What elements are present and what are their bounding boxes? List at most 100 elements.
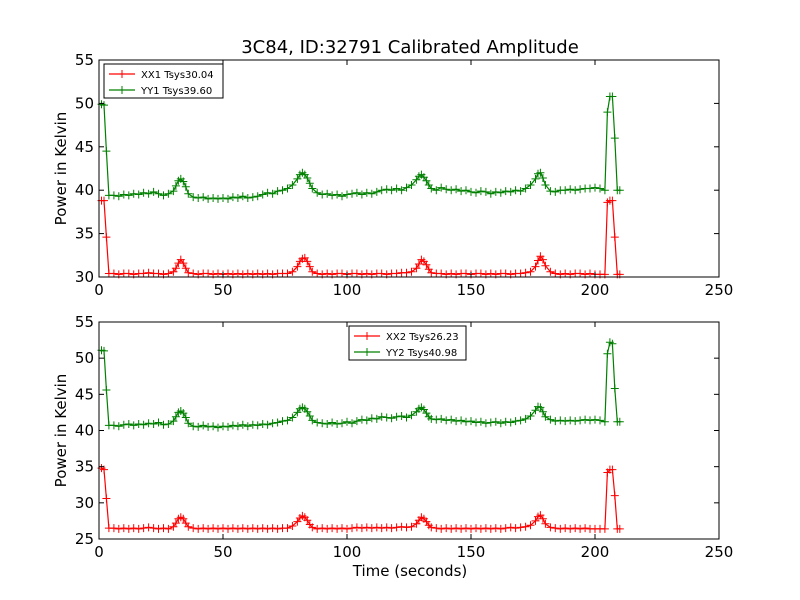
y-tick-label: 55 — [75, 51, 94, 69]
data-point — [124, 420, 133, 428]
data-point — [338, 419, 346, 428]
data-point — [109, 191, 118, 200]
data-point — [154, 418, 163, 427]
legend-entry: YY1 Tsys39.60 — [140, 86, 212, 97]
data-point — [278, 186, 287, 195]
data-point — [610, 384, 619, 393]
data-point — [377, 524, 386, 533]
data-point — [124, 524, 133, 533]
data-point — [144, 268, 153, 277]
data-point — [209, 194, 218, 202]
data-point — [243, 524, 252, 533]
data-point — [194, 422, 203, 431]
data-point — [243, 269, 252, 278]
data-point — [472, 418, 480, 427]
data-point — [521, 522, 530, 531]
data-point — [462, 417, 470, 426]
data-point — [615, 417, 624, 426]
data-point — [551, 417, 560, 426]
data-point — [293, 262, 302, 271]
data-point — [233, 194, 242, 202]
data-point — [129, 421, 138, 430]
data-point — [352, 188, 361, 197]
data-point — [109, 524, 118, 533]
data-point — [144, 523, 153, 532]
data-point — [181, 264, 190, 273]
data-point — [248, 193, 257, 202]
data-point — [149, 420, 158, 428]
data-point — [263, 420, 272, 429]
y-tick-label: 35 — [75, 225, 94, 243]
y-tick-label: 55 — [75, 313, 94, 331]
data-point — [536, 168, 545, 177]
data-point — [258, 524, 267, 533]
data-point — [303, 407, 312, 416]
data-point — [283, 269, 292, 278]
data-point — [124, 269, 133, 278]
data-point — [233, 524, 242, 533]
data-point — [432, 186, 441, 195]
data-point — [134, 524, 143, 533]
y-tick-label: 30 — [75, 268, 94, 286]
legend-marker — [363, 348, 371, 356]
data-point — [377, 269, 386, 278]
data-point — [447, 186, 456, 195]
data-point — [154, 189, 163, 198]
data-point — [457, 187, 466, 196]
data-point — [189, 269, 198, 278]
data-point — [521, 268, 530, 277]
data-point — [501, 269, 510, 278]
data-point — [541, 181, 550, 189]
legend-entry: XX2 Tsys26.23 — [386, 332, 459, 343]
data-point — [407, 411, 416, 420]
y-axis-label: Power in Kelvin — [52, 112, 70, 226]
data-point — [189, 193, 198, 202]
data-point — [521, 184, 530, 193]
x-tick-label: 50 — [213, 543, 232, 561]
data-point — [442, 524, 451, 533]
data-point — [348, 189, 356, 198]
data-point — [427, 523, 436, 532]
data-point — [442, 185, 451, 194]
data-point — [171, 264, 180, 273]
data-point — [392, 523, 401, 532]
series-line — [101, 467, 620, 530]
data-point — [313, 188, 322, 197]
data-point — [253, 421, 262, 430]
data-point — [313, 269, 322, 278]
data-point — [328, 524, 337, 533]
data-point — [100, 196, 108, 205]
data-point — [204, 422, 213, 431]
data-point — [149, 187, 158, 196]
data-point — [333, 524, 342, 533]
data-point — [283, 416, 292, 425]
data-point — [305, 412, 314, 420]
data-point — [248, 524, 257, 533]
data-point — [318, 190, 327, 199]
data-point — [486, 189, 495, 198]
data-point — [288, 413, 297, 422]
data-point — [432, 415, 441, 424]
data-point — [551, 187, 560, 196]
data-point — [531, 174, 540, 183]
x-tick-label: 200 — [581, 281, 610, 299]
data-point — [209, 422, 218, 431]
data-point — [288, 181, 297, 189]
data-point — [437, 524, 446, 533]
data-point — [308, 184, 317, 193]
data-point — [556, 416, 565, 425]
data-point — [506, 187, 515, 196]
data-point — [114, 192, 123, 201]
data-point — [610, 491, 619, 500]
data-point — [134, 420, 143, 428]
data-point — [447, 269, 456, 278]
data-point — [362, 269, 371, 278]
y-tick-label: 25 — [75, 530, 94, 548]
data-point — [214, 269, 222, 278]
data-point — [476, 187, 485, 196]
data-point — [571, 524, 580, 533]
x-tick-label: 0 — [94, 543, 104, 561]
data-point — [467, 187, 475, 196]
data-point — [273, 187, 282, 196]
data-point — [367, 524, 376, 533]
